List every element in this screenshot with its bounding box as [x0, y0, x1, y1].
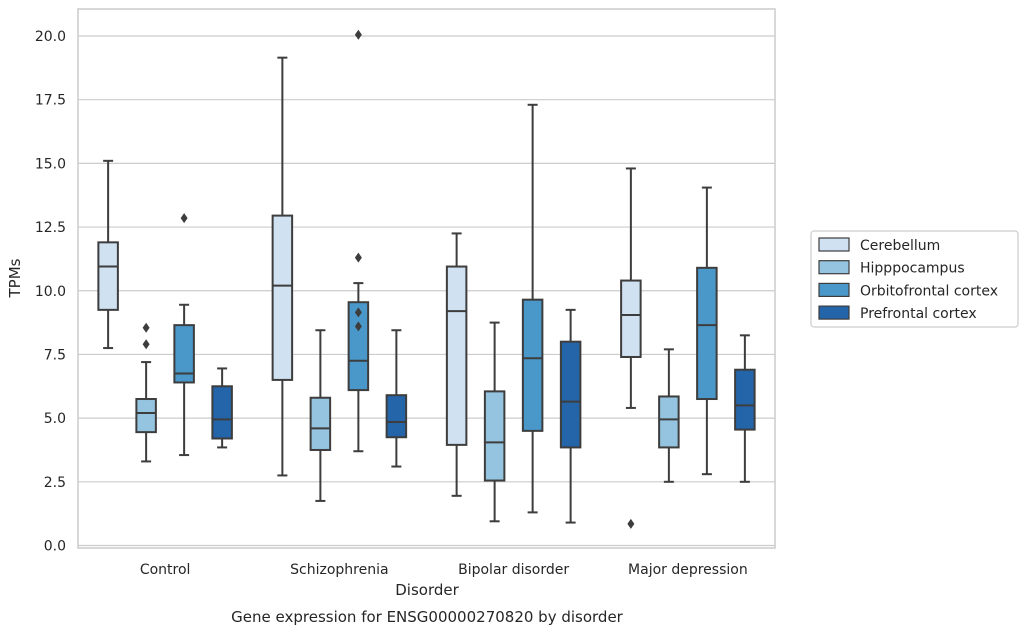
legend-swatch: [818, 305, 850, 320]
x-tick-label: Schizophrenia: [290, 562, 388, 578]
plot-frame: [77, 8, 776, 549]
legend-box: [810, 230, 1019, 328]
grid-lines: [78, 35, 775, 547]
legend-label: Cerebellum: [860, 238, 940, 254]
legend-label: Orbitofrontal cortex: [860, 283, 998, 299]
y-tick-label: 2.5: [44, 475, 66, 491]
x-tick-label: Control: [140, 562, 191, 578]
y-tick-label: 17.5: [35, 93, 66, 109]
outlier-point: [142, 322, 150, 333]
outlier-point: [354, 252, 362, 263]
box-2-0: [445, 232, 468, 497]
legend-swatch: [818, 260, 850, 275]
outlier-point: [180, 213, 188, 224]
x-axis-label: Disorder: [395, 581, 459, 599]
y-axis-ticks: 0.0 2.5 5.0 7.5 10.0 12.5 15.0 17.5 20.0: [35, 29, 66, 555]
box-3-1: [658, 348, 680, 483]
box-iqr: [445, 265, 468, 446]
outlier-point: [354, 321, 362, 332]
box-iqr: [135, 398, 157, 434]
y-tick-label: 15.0: [35, 156, 66, 172]
y-tick-label: 5.0: [44, 411, 66, 427]
box-0-0: [97, 159, 119, 350]
box-iqr: [658, 395, 680, 449]
box-3-3: [734, 334, 756, 483]
plot-area: [97, 29, 756, 529]
box-iqr: [620, 279, 642, 358]
outlier-point: [142, 339, 150, 350]
legend-label: Prefrontal cortex: [860, 306, 977, 322]
x-tick-label: Bipolar disorder: [458, 562, 569, 578]
y-tick-label: 7.5: [44, 347, 66, 363]
outlier-point: [354, 29, 362, 40]
box-1-3: [385, 329, 408, 468]
box-0-1: [135, 322, 157, 463]
y-tick-label: 0.0: [44, 539, 66, 555]
box-iqr: [309, 396, 332, 451]
x-tick-label: Major depression: [628, 562, 748, 578]
box-0-2: [173, 213, 195, 457]
box-1-2: [347, 29, 370, 453]
outlier-point: [354, 307, 362, 318]
box-iqr: [559, 340, 582, 449]
box-iqr: [271, 214, 294, 381]
box-iqr: [696, 266, 718, 401]
box-iqr: [211, 385, 233, 440]
box-iqr: [97, 241, 119, 311]
box-2-1: [483, 321, 506, 523]
y-tick-label: 10.0: [35, 284, 66, 300]
chart-title: Gene expression for ENSG00000270820 by d…: [231, 608, 624, 626]
box-iqr: [347, 301, 370, 392]
x-axis-ticks: Control Schizophrenia Bipolar disorder Majo…: [140, 562, 748, 578]
outlier-point: [627, 518, 635, 529]
box-3-2: [696, 186, 718, 476]
legend-swatch: [818, 237, 850, 252]
box-iqr: [521, 298, 544, 432]
box-iqr: [385, 394, 408, 439]
legend: Cerebellum Hipppocampus Orbitofrontal cort…: [810, 230, 1019, 328]
box-0-3: [211, 367, 233, 449]
box-2-3: [559, 308, 582, 524]
box-1-0: [271, 56, 294, 477]
box-1-1: [309, 329, 332, 502]
box-iqr: [734, 368, 756, 431]
box-3-0: [620, 167, 642, 529]
legend-swatch: [818, 282, 850, 297]
y-tick-label: 20.0: [35, 29, 66, 45]
box-iqr: [173, 324, 195, 384]
box-iqr: [483, 390, 506, 482]
legend-label: Hipppocampus: [860, 261, 965, 277]
y-tick-label: 12.5: [35, 220, 66, 236]
y-axis-label: TPMs: [6, 258, 24, 298]
box-2-2: [521, 103, 544, 514]
